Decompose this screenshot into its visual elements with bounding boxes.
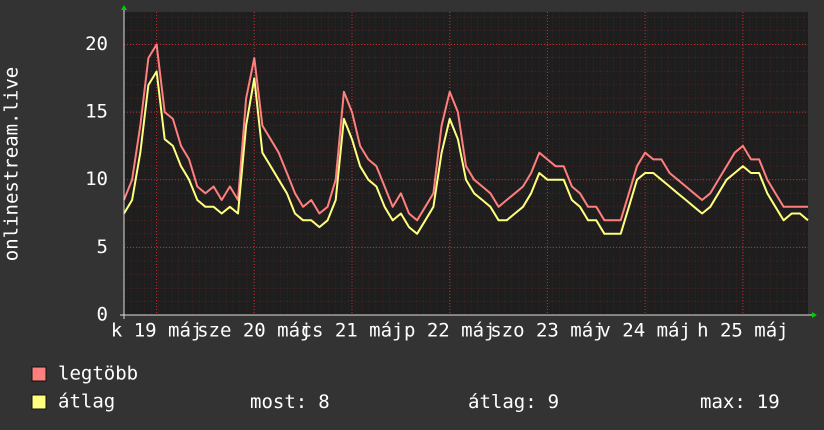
y-tick-label: 0 — [97, 304, 108, 326]
y-tick-label: 10 — [85, 168, 108, 190]
x-tick-label: szo 23 máj — [490, 320, 604, 342]
axis-arrow — [121, 5, 127, 10]
x-tick-label: v 24 máj — [599, 320, 691, 342]
series-line — [123, 70, 809, 235]
stat-value: 8 — [318, 391, 329, 413]
stat-value: 9 — [548, 391, 559, 413]
stat: átlag: 9 — [468, 391, 559, 413]
legend-swatch — [31, 366, 47, 382]
x-tick-label: h 25 máj — [697, 320, 789, 342]
x-tick-label: k 19 máj — [111, 320, 203, 342]
series-line — [123, 43, 808, 222]
stat-label: átlag: — [468, 391, 537, 413]
y-tick-label: 20 — [85, 33, 108, 55]
x-tick-label: cs 21 máj — [301, 320, 404, 342]
stat-label: most: — [250, 391, 307, 413]
legend-swatch — [31, 394, 47, 410]
y-axis-label: onlinestream.live — [1, 67, 23, 261]
legend-label: legtöbb — [58, 363, 138, 385]
axis-arrow — [812, 312, 817, 318]
stat-label: max: — [700, 391, 746, 413]
x-tick-label: sze 20 máj — [197, 320, 311, 342]
legend: legtöbb átlag most: 8 átlag: 9 max: 19 — [31, 363, 780, 413]
y-tick-label: 15 — [85, 101, 108, 123]
legend-label: átlag — [58, 391, 115, 413]
stat: max: 19 — [700, 391, 780, 413]
y-tick-label: 5 — [97, 236, 108, 258]
x-tick-label: p 22 máj — [404, 320, 496, 342]
stat: most: 8 — [250, 391, 330, 413]
stat-value: 19 — [757, 391, 780, 413]
